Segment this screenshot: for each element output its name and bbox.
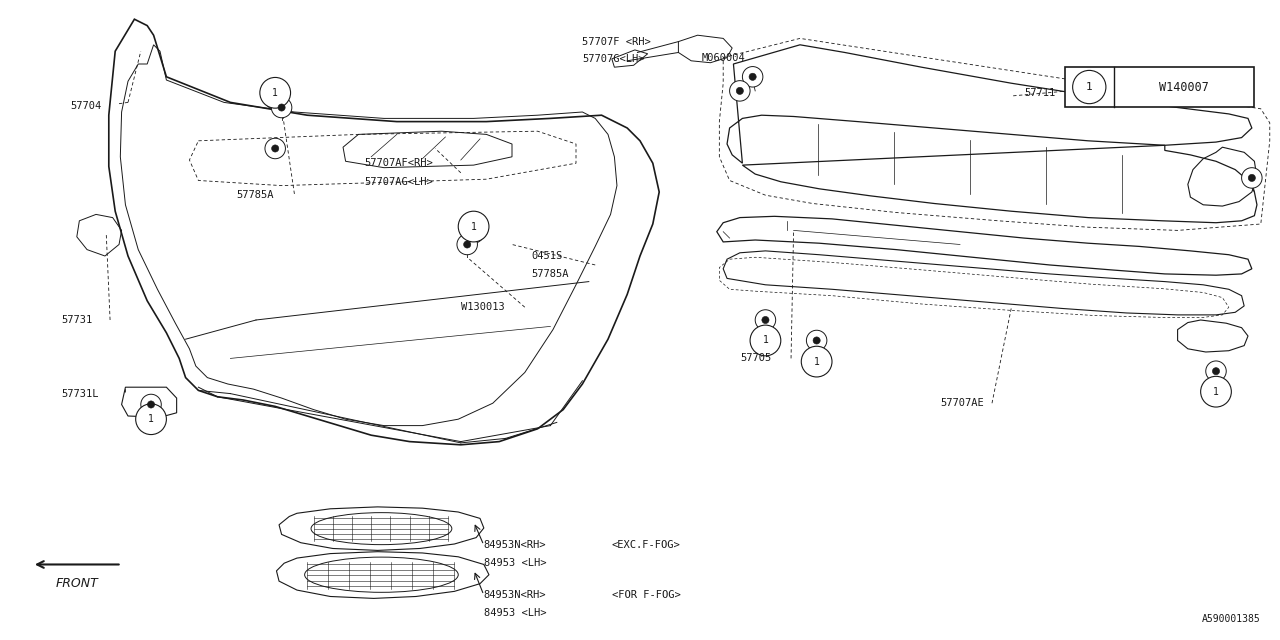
Circle shape (470, 229, 477, 237)
Text: A590001385: A590001385 (1202, 614, 1261, 624)
Circle shape (463, 223, 484, 243)
Circle shape (1073, 70, 1106, 104)
Text: 57785A: 57785A (531, 269, 568, 279)
Text: <EXC.F-FOG>: <EXC.F-FOG> (612, 540, 681, 550)
Text: <FOR F-FOG>: <FOR F-FOG> (612, 590, 681, 600)
Text: 1: 1 (763, 335, 768, 346)
Text: 1: 1 (273, 88, 278, 98)
Text: 57707AF<RH>: 57707AF<RH> (365, 158, 434, 168)
Text: FRONT: FRONT (55, 577, 99, 590)
Circle shape (141, 401, 161, 421)
Circle shape (806, 330, 827, 351)
Circle shape (265, 138, 285, 159)
Text: 57707AE: 57707AE (941, 398, 984, 408)
Text: 57711: 57711 (1024, 88, 1055, 98)
Text: 57731L: 57731L (61, 388, 99, 399)
Circle shape (755, 310, 776, 330)
Circle shape (265, 89, 285, 109)
Circle shape (458, 211, 489, 242)
Text: M060004: M060004 (701, 52, 745, 63)
Text: 84953 <LH>: 84953 <LH> (484, 558, 547, 568)
Text: 84953 <LH>: 84953 <LH> (484, 608, 547, 618)
Circle shape (136, 404, 166, 435)
Circle shape (1248, 174, 1256, 182)
Circle shape (801, 346, 832, 377)
Circle shape (749, 73, 756, 81)
Circle shape (1206, 361, 1226, 381)
Text: W140007: W140007 (1160, 81, 1208, 93)
Text: 57785A: 57785A (237, 190, 274, 200)
Circle shape (730, 81, 750, 101)
Circle shape (1212, 367, 1220, 375)
Text: 57705: 57705 (740, 353, 771, 364)
Circle shape (813, 337, 820, 344)
Text: 57707AG<LH>: 57707AG<LH> (365, 177, 434, 188)
Text: W130013: W130013 (461, 302, 504, 312)
Text: 1: 1 (148, 414, 154, 424)
Text: 1: 1 (814, 356, 819, 367)
Text: 0451S: 0451S (531, 251, 562, 261)
Circle shape (147, 401, 155, 408)
Circle shape (736, 87, 744, 95)
Text: 57707G<LH>: 57707G<LH> (582, 54, 645, 64)
Circle shape (742, 67, 763, 87)
Text: 1: 1 (471, 221, 476, 232)
Text: 57731: 57731 (61, 315, 92, 325)
Bar (1065, 67, 1254, 107)
Circle shape (762, 316, 769, 324)
Circle shape (260, 77, 291, 108)
Circle shape (278, 104, 285, 111)
Text: 1: 1 (1085, 82, 1093, 92)
Circle shape (750, 325, 781, 356)
Circle shape (271, 95, 279, 103)
Text: 84953N<RH>: 84953N<RH> (484, 590, 547, 600)
Circle shape (1201, 376, 1231, 407)
Text: 84953N<RH>: 84953N<RH> (484, 540, 547, 550)
Text: 57707F <RH>: 57707F <RH> (582, 36, 652, 47)
Text: 57704: 57704 (70, 100, 101, 111)
Circle shape (141, 394, 161, 415)
Circle shape (463, 241, 471, 248)
Circle shape (147, 407, 155, 415)
Circle shape (271, 145, 279, 152)
Circle shape (271, 97, 292, 118)
Circle shape (1242, 168, 1262, 188)
Text: 1: 1 (1213, 387, 1219, 397)
Circle shape (457, 234, 477, 255)
